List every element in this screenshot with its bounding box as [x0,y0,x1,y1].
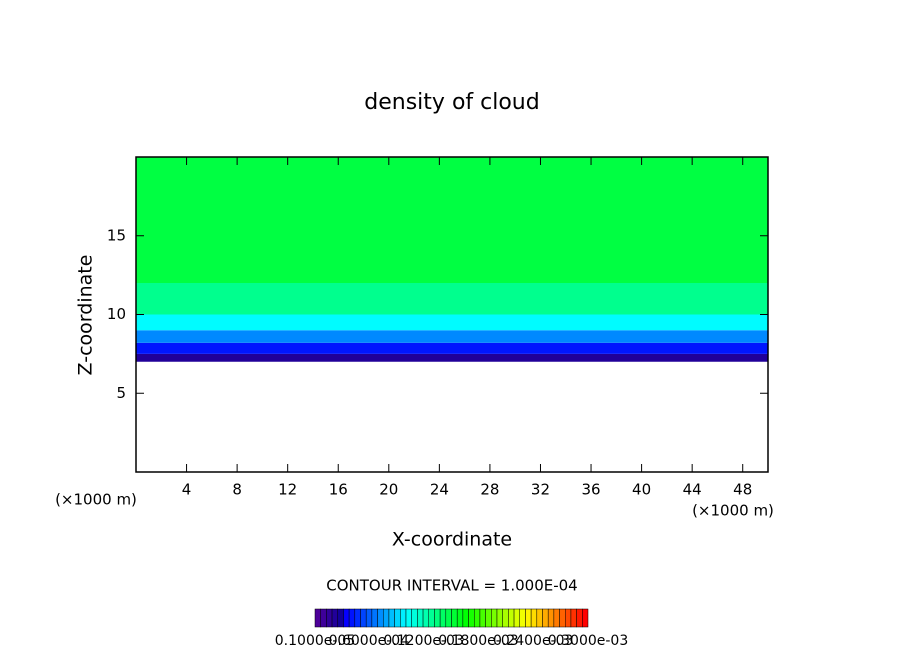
colorbar-cell [570,608,577,628]
x-unit: (×1000 m) [55,491,137,509]
colorbar-cell [479,608,486,628]
x-tick-label: 32 [531,481,550,499]
colorbar-cell [513,608,520,628]
field-band [136,353,768,362]
colorbar-cell [474,608,481,628]
x-tick-label: 16 [329,481,348,499]
colorbar-label: 0.3000e-03 [548,633,628,649]
x-tick-label: 24 [430,481,449,499]
contour-note: CONTOUR INTERVAL = 1.000E-04 [326,577,577,595]
colorbar-cell [525,608,532,628]
colorbar-label: 0.1200e-03 [383,633,463,649]
colorbar-cell [348,608,356,628]
y-tick-label: 15 [107,226,126,244]
colorbar-cell [582,608,589,628]
field-band [136,157,768,283]
colorbar-cell [320,608,327,628]
colorbar-cell [314,608,321,628]
colorbar-cell [428,608,435,628]
colorbar-label: 0.6000e-04 [329,633,410,649]
colorbar-cell [485,608,492,628]
colorbar-cell [405,608,412,628]
colorbar-label: 0.1000e-05 [275,633,355,649]
colorbar-cell [468,608,475,628]
y-axis-label: Z-coordinate [75,255,97,376]
colorbar-label: 0.2400e-03 [493,633,573,649]
x-tick-label: 48 [733,481,752,499]
colorbar-cell [530,608,538,628]
colorbar-cell [400,608,407,628]
colorbar-cell [547,608,555,628]
colorbar-cell [451,608,458,628]
x-tick-label: 20 [379,481,398,499]
x-tick-label: 44 [683,481,702,499]
colorbar-cell [565,608,572,628]
colorbar-cell [508,608,515,628]
x-tick-label: 40 [632,481,651,499]
colorbar-cell [439,608,447,628]
colorbar-cell [519,608,526,628]
chart-title: density of cloud [364,90,539,115]
x-tick-label: 8 [232,481,242,499]
colorbar-cell [553,608,560,628]
colorbar-cell [383,608,390,628]
field-band [136,342,768,354]
colorbar-cell [377,608,384,628]
x-tick-label: 4 [182,481,192,499]
colorbar-cell [394,608,401,628]
colorbar-cell [354,608,361,628]
colorbar-cell [422,608,429,628]
x-tick-label: 28 [480,481,499,499]
field-band [136,330,768,343]
colorbar-cell [491,608,498,628]
colorbar-cell [456,608,464,628]
y-tick-label: 5 [116,384,126,402]
colorbar-cell [417,608,424,628]
colorbar-cell [462,608,469,628]
y-tick-label: 10 [107,305,126,323]
colorbar-cell [502,608,509,628]
field-band [136,283,768,315]
colorbar-cell [343,608,350,628]
colorbar-cell [434,608,441,628]
colorbar-cell [542,608,549,628]
x-axis-label: X-coordinate [392,529,512,551]
colorbar-cell [576,608,583,628]
field-band [136,314,768,331]
colorbar-cell [445,608,452,628]
colorbar-cell [365,608,373,628]
x-tick-label: 12 [278,481,297,499]
colorbar-cell [559,608,566,628]
colorbar-cell [496,608,503,628]
colorbar-cell [326,608,333,628]
colorbar-cell [360,608,367,628]
colorbar-cell [536,608,543,628]
colorbar-cell [337,608,344,628]
x-unit: (×1000 m) [692,502,774,520]
colorbar-cell [331,608,338,628]
colorbar-cell [411,608,418,628]
x-tick-label: 36 [581,481,600,499]
colorbar-label: 0.1800e-03 [438,633,518,649]
colorbar-cell [388,608,395,628]
colorbar-cell [371,608,378,628]
